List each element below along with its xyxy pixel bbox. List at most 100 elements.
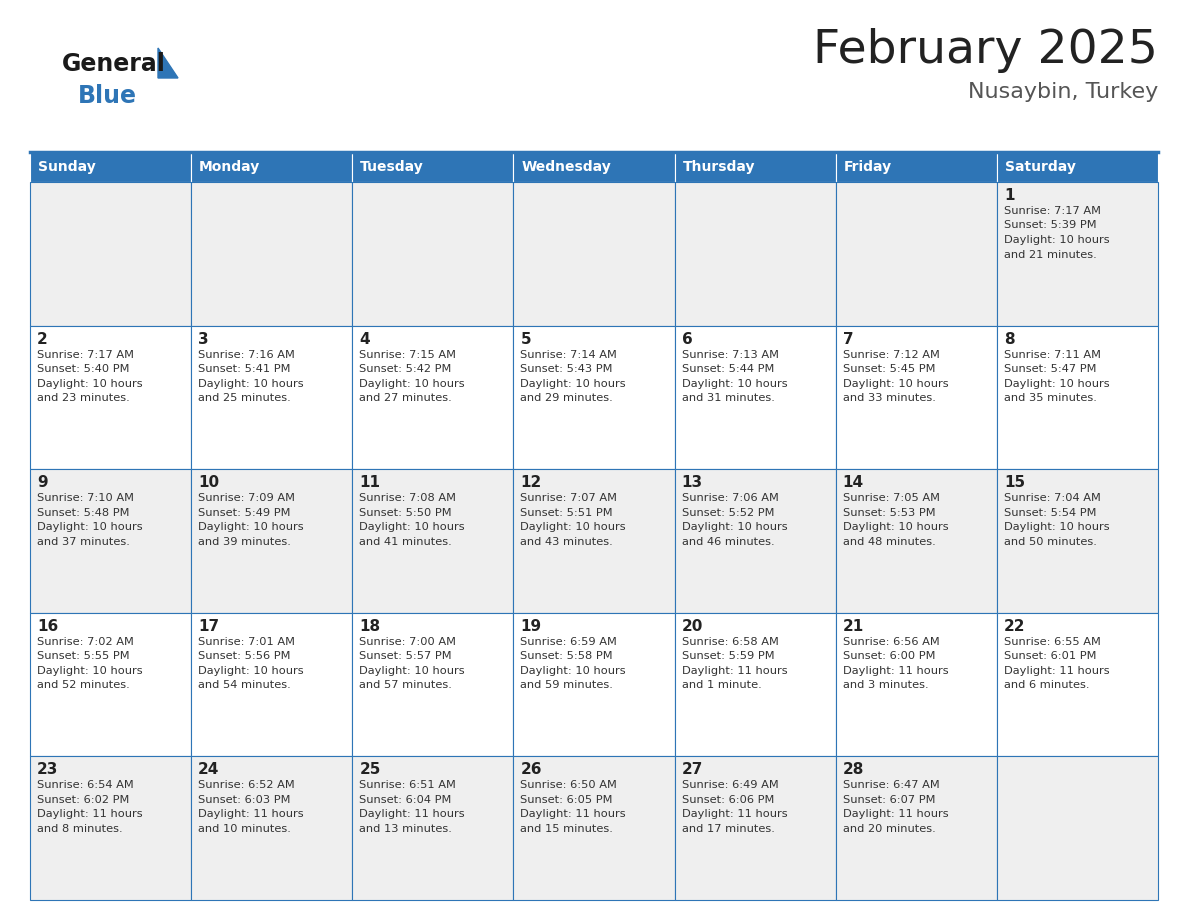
Bar xyxy=(353,613,513,756)
Text: and 8 minutes.: and 8 minutes. xyxy=(37,823,122,834)
Text: 23: 23 xyxy=(37,763,58,778)
Text: Daylight: 10 hours: Daylight: 10 hours xyxy=(198,378,304,388)
Bar xyxy=(30,756,191,900)
Bar xyxy=(675,326,835,469)
Text: Sunset: 5:39 PM: Sunset: 5:39 PM xyxy=(1004,220,1097,230)
Bar xyxy=(835,326,997,469)
Text: Sunrise: 6:58 AM: Sunrise: 6:58 AM xyxy=(682,637,778,647)
Text: and 57 minutes.: and 57 minutes. xyxy=(359,680,453,690)
Text: Daylight: 10 hours: Daylight: 10 hours xyxy=(1004,235,1110,245)
Text: Sunset: 5:51 PM: Sunset: 5:51 PM xyxy=(520,508,613,518)
Text: 1: 1 xyxy=(1004,188,1015,203)
Text: Sunset: 5:42 PM: Sunset: 5:42 PM xyxy=(359,364,451,375)
Text: Sunrise: 7:00 AM: Sunrise: 7:00 AM xyxy=(359,637,456,647)
Text: Daylight: 11 hours: Daylight: 11 hours xyxy=(1004,666,1110,676)
Text: Daylight: 10 hours: Daylight: 10 hours xyxy=(520,666,626,676)
Text: Sunset: 6:00 PM: Sunset: 6:00 PM xyxy=(842,651,935,661)
Bar xyxy=(353,152,513,182)
Text: Sunrise: 7:10 AM: Sunrise: 7:10 AM xyxy=(37,493,134,503)
Text: 12: 12 xyxy=(520,476,542,490)
Text: Sunrise: 7:09 AM: Sunrise: 7:09 AM xyxy=(198,493,295,503)
Text: Sunrise: 6:51 AM: Sunrise: 6:51 AM xyxy=(359,780,456,790)
Text: Daylight: 10 hours: Daylight: 10 hours xyxy=(37,378,143,388)
Text: Saturday: Saturday xyxy=(1005,160,1075,174)
Bar xyxy=(30,613,191,756)
Bar xyxy=(675,469,835,613)
Text: Daylight: 10 hours: Daylight: 10 hours xyxy=(37,522,143,532)
Text: Sunset: 5:40 PM: Sunset: 5:40 PM xyxy=(37,364,129,375)
Bar xyxy=(835,756,997,900)
Text: Sunset: 5:57 PM: Sunset: 5:57 PM xyxy=(359,651,451,661)
Text: and 17 minutes.: and 17 minutes. xyxy=(682,823,775,834)
Text: Daylight: 11 hours: Daylight: 11 hours xyxy=(682,810,788,820)
Text: Sunset: 6:06 PM: Sunset: 6:06 PM xyxy=(682,795,773,805)
Bar xyxy=(997,756,1158,900)
Bar xyxy=(835,152,997,182)
Text: 15: 15 xyxy=(1004,476,1025,490)
Polygon shape xyxy=(158,48,178,78)
Text: Sunset: 5:59 PM: Sunset: 5:59 PM xyxy=(682,651,775,661)
Text: and 31 minutes.: and 31 minutes. xyxy=(682,393,775,403)
Bar xyxy=(30,152,191,182)
Text: Daylight: 11 hours: Daylight: 11 hours xyxy=(842,666,948,676)
Bar xyxy=(997,469,1158,613)
Text: Sunset: 6:01 PM: Sunset: 6:01 PM xyxy=(1004,651,1097,661)
Text: 19: 19 xyxy=(520,619,542,633)
Text: 8: 8 xyxy=(1004,331,1015,347)
Bar xyxy=(997,613,1158,756)
Text: Daylight: 10 hours: Daylight: 10 hours xyxy=(520,378,626,388)
Text: Sunset: 6:07 PM: Sunset: 6:07 PM xyxy=(842,795,935,805)
Text: Sunrise: 6:55 AM: Sunrise: 6:55 AM xyxy=(1004,637,1101,647)
Text: Sunset: 6:03 PM: Sunset: 6:03 PM xyxy=(198,795,291,805)
Text: and 27 minutes.: and 27 minutes. xyxy=(359,393,453,403)
Bar xyxy=(30,469,191,613)
Text: Sunset: 5:50 PM: Sunset: 5:50 PM xyxy=(359,508,451,518)
Text: Daylight: 11 hours: Daylight: 11 hours xyxy=(359,810,465,820)
Text: Nusaybin, Turkey: Nusaybin, Turkey xyxy=(968,82,1158,102)
Text: and 20 minutes.: and 20 minutes. xyxy=(842,823,935,834)
Text: 21: 21 xyxy=(842,619,864,633)
Text: Daylight: 10 hours: Daylight: 10 hours xyxy=(520,522,626,532)
Bar xyxy=(835,469,997,613)
Text: 11: 11 xyxy=(359,476,380,490)
Text: and 46 minutes.: and 46 minutes. xyxy=(682,537,775,547)
Bar xyxy=(835,182,997,326)
Text: and 29 minutes.: and 29 minutes. xyxy=(520,393,613,403)
Text: 26: 26 xyxy=(520,763,542,778)
Text: 27: 27 xyxy=(682,763,703,778)
Text: 13: 13 xyxy=(682,476,702,490)
Bar xyxy=(997,152,1158,182)
Text: and 43 minutes.: and 43 minutes. xyxy=(520,537,613,547)
Text: 18: 18 xyxy=(359,619,380,633)
Text: Sunrise: 7:11 AM: Sunrise: 7:11 AM xyxy=(1004,350,1101,360)
Text: Sunset: 6:04 PM: Sunset: 6:04 PM xyxy=(359,795,451,805)
Text: and 1 minute.: and 1 minute. xyxy=(682,680,762,690)
Text: Daylight: 10 hours: Daylight: 10 hours xyxy=(359,666,465,676)
Text: Daylight: 11 hours: Daylight: 11 hours xyxy=(37,810,143,820)
Text: and 39 minutes.: and 39 minutes. xyxy=(198,537,291,547)
Text: Sunrise: 7:01 AM: Sunrise: 7:01 AM xyxy=(198,637,295,647)
Text: Sunrise: 7:17 AM: Sunrise: 7:17 AM xyxy=(37,350,134,360)
Text: and 54 minutes.: and 54 minutes. xyxy=(198,680,291,690)
Text: Sunrise: 6:50 AM: Sunrise: 6:50 AM xyxy=(520,780,618,790)
Text: and 23 minutes.: and 23 minutes. xyxy=(37,393,129,403)
Text: 2: 2 xyxy=(37,331,48,347)
Text: Sunset: 5:52 PM: Sunset: 5:52 PM xyxy=(682,508,775,518)
Text: and 59 minutes.: and 59 minutes. xyxy=(520,680,613,690)
Bar xyxy=(191,469,353,613)
Text: Daylight: 10 hours: Daylight: 10 hours xyxy=(37,666,143,676)
Text: Monday: Monday xyxy=(200,160,260,174)
Bar xyxy=(997,326,1158,469)
Bar xyxy=(191,613,353,756)
Text: 17: 17 xyxy=(198,619,220,633)
Text: Sunset: 6:05 PM: Sunset: 6:05 PM xyxy=(520,795,613,805)
Text: Daylight: 10 hours: Daylight: 10 hours xyxy=(682,522,788,532)
Text: 24: 24 xyxy=(198,763,220,778)
Text: and 13 minutes.: and 13 minutes. xyxy=(359,823,453,834)
Text: Sunset: 5:55 PM: Sunset: 5:55 PM xyxy=(37,651,129,661)
Text: Sunset: 5:47 PM: Sunset: 5:47 PM xyxy=(1004,364,1097,375)
Text: and 25 minutes.: and 25 minutes. xyxy=(198,393,291,403)
Text: 6: 6 xyxy=(682,331,693,347)
Bar xyxy=(675,756,835,900)
Text: Sunrise: 7:16 AM: Sunrise: 7:16 AM xyxy=(198,350,295,360)
